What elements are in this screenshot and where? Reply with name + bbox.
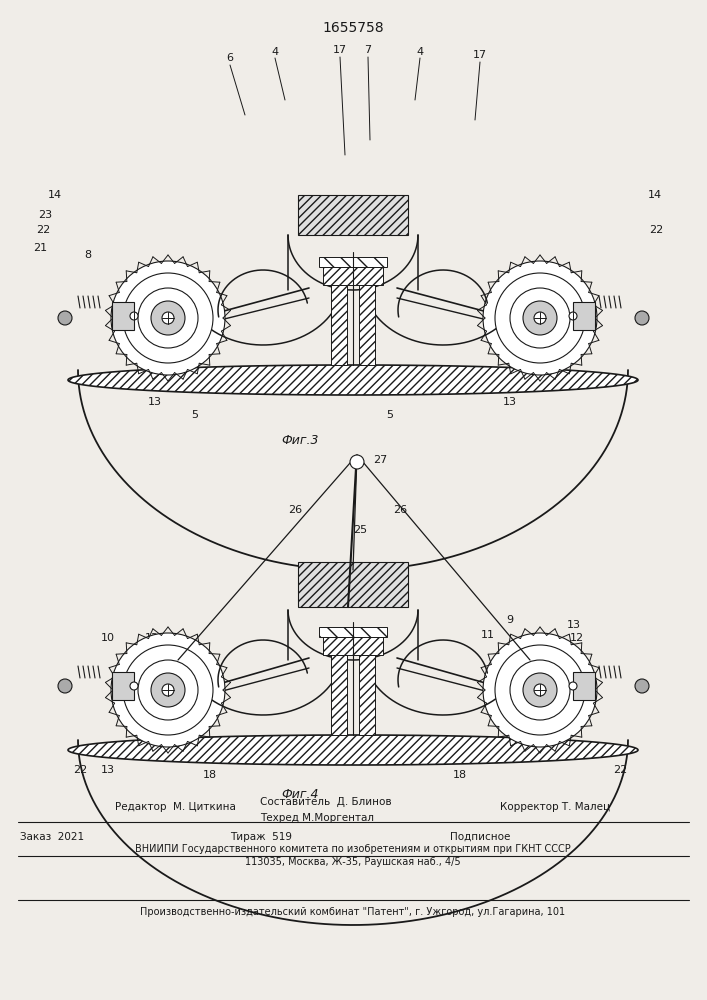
Text: Техред М.Моргентал: Техред М.Моргентал bbox=[260, 813, 374, 823]
Text: 22: 22 bbox=[73, 765, 87, 775]
Bar bbox=[359, 285, 375, 365]
Bar bbox=[323, 637, 383, 655]
Circle shape bbox=[130, 682, 138, 690]
Text: 26: 26 bbox=[288, 505, 302, 515]
Text: Заказ  2021: Заказ 2021 bbox=[20, 832, 84, 842]
Circle shape bbox=[569, 312, 577, 320]
Text: Фиг.4: Фиг.4 bbox=[281, 788, 319, 802]
Text: Производственно-издательский комбинат "Патент", г. Ужгород, ул.Гагарина, 101: Производственно-издательский комбинат "П… bbox=[141, 907, 566, 917]
Circle shape bbox=[58, 679, 72, 693]
Circle shape bbox=[569, 682, 577, 690]
Text: 22: 22 bbox=[649, 225, 663, 235]
Circle shape bbox=[58, 311, 72, 325]
Circle shape bbox=[483, 633, 597, 747]
Text: 12: 12 bbox=[145, 633, 159, 643]
Text: Редактор  М. Циткина: Редактор М. Циткина bbox=[115, 802, 236, 812]
Text: 8: 8 bbox=[84, 250, 92, 260]
Bar bbox=[319, 627, 387, 637]
Text: 17: 17 bbox=[473, 50, 487, 60]
Text: 21: 21 bbox=[33, 243, 47, 253]
Text: 10: 10 bbox=[101, 633, 115, 643]
Bar bbox=[298, 562, 408, 607]
Text: 11: 11 bbox=[481, 630, 495, 640]
Bar bbox=[573, 672, 595, 700]
Circle shape bbox=[495, 273, 585, 363]
Circle shape bbox=[151, 301, 185, 335]
Circle shape bbox=[123, 645, 213, 735]
Polygon shape bbox=[68, 735, 638, 765]
Text: 13: 13 bbox=[148, 397, 162, 407]
Circle shape bbox=[350, 455, 364, 469]
Text: 26: 26 bbox=[393, 505, 407, 515]
Circle shape bbox=[130, 312, 138, 320]
Text: 1655758: 1655758 bbox=[322, 21, 384, 35]
Circle shape bbox=[111, 261, 225, 375]
Text: 14: 14 bbox=[648, 190, 662, 200]
Circle shape bbox=[138, 288, 198, 348]
Text: Составитель  Д. Блинов: Составитель Д. Блинов bbox=[260, 797, 392, 807]
Text: 6: 6 bbox=[226, 53, 233, 63]
Text: 27: 27 bbox=[373, 455, 387, 465]
Circle shape bbox=[510, 660, 570, 720]
Text: 13: 13 bbox=[567, 620, 581, 630]
Circle shape bbox=[162, 312, 174, 324]
Polygon shape bbox=[68, 365, 638, 395]
Circle shape bbox=[151, 673, 185, 707]
Circle shape bbox=[138, 660, 198, 720]
Text: Фиг.3: Фиг.3 bbox=[281, 434, 319, 446]
Circle shape bbox=[123, 273, 213, 363]
Circle shape bbox=[534, 684, 546, 696]
Bar bbox=[319, 257, 387, 267]
Text: 4: 4 bbox=[271, 47, 279, 57]
Text: 13: 13 bbox=[503, 397, 517, 407]
Text: 22: 22 bbox=[36, 225, 50, 235]
Text: 113035, Москва, Ж-35, Раушская наб., 4/5: 113035, Москва, Ж-35, Раушская наб., 4/5 bbox=[245, 857, 461, 867]
Text: 5: 5 bbox=[387, 410, 394, 420]
Bar bbox=[112, 672, 134, 700]
Text: 9: 9 bbox=[506, 615, 513, 625]
Bar bbox=[323, 267, 383, 285]
Bar bbox=[112, 302, 134, 330]
Circle shape bbox=[162, 684, 174, 696]
Text: 4: 4 bbox=[416, 47, 423, 57]
Circle shape bbox=[111, 633, 225, 747]
Text: 14: 14 bbox=[48, 190, 62, 200]
Circle shape bbox=[483, 261, 597, 375]
Text: Корректор Т. Малец: Корректор Т. Малец bbox=[500, 802, 610, 812]
Text: 13: 13 bbox=[101, 765, 115, 775]
Text: 10: 10 bbox=[533, 633, 547, 643]
Text: 17: 17 bbox=[333, 45, 347, 55]
Text: Тираж  519: Тираж 519 bbox=[230, 832, 292, 842]
Bar bbox=[573, 302, 595, 330]
Bar bbox=[331, 285, 347, 365]
Circle shape bbox=[534, 312, 546, 324]
Text: Подписное: Подписное bbox=[450, 832, 510, 842]
Circle shape bbox=[523, 301, 557, 335]
Bar bbox=[298, 195, 408, 235]
Text: 12: 12 bbox=[570, 633, 584, 643]
Text: 23: 23 bbox=[38, 210, 52, 220]
Text: 18: 18 bbox=[453, 770, 467, 780]
Text: 25: 25 bbox=[353, 525, 367, 535]
Circle shape bbox=[523, 673, 557, 707]
Text: 22: 22 bbox=[613, 765, 627, 775]
Circle shape bbox=[495, 645, 585, 735]
Bar bbox=[331, 655, 347, 735]
Circle shape bbox=[635, 679, 649, 693]
Text: 18: 18 bbox=[203, 770, 217, 780]
Circle shape bbox=[510, 288, 570, 348]
Bar bbox=[359, 655, 375, 735]
Text: 5: 5 bbox=[192, 410, 199, 420]
Text: 7: 7 bbox=[364, 45, 372, 55]
Text: ВНИИПИ Государственного комитета по изобретениям и открытиям при ГКНТ СССР: ВНИИПИ Государственного комитета по изоб… bbox=[135, 844, 571, 854]
Circle shape bbox=[635, 311, 649, 325]
